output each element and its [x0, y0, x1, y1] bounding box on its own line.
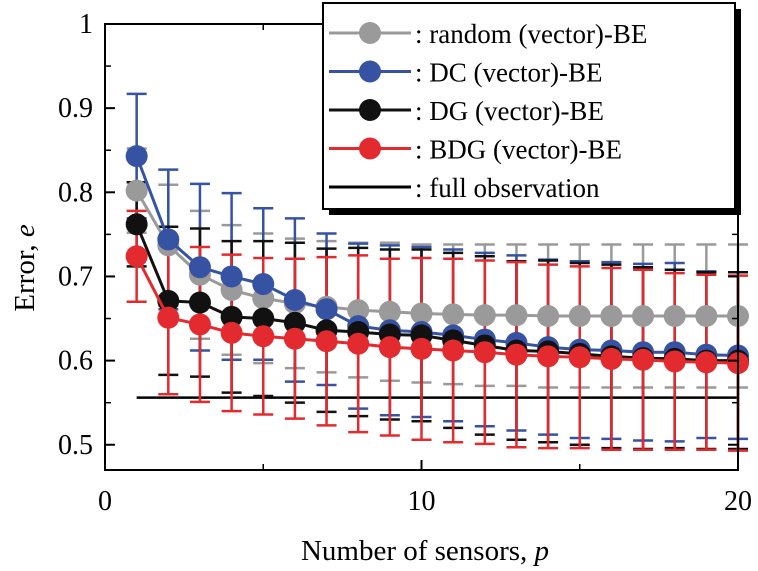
data-point	[473, 341, 496, 364]
data-point	[695, 351, 718, 374]
data-point	[600, 347, 623, 370]
data-point	[315, 330, 338, 353]
data-point	[505, 343, 528, 366]
y-tick-label: 0.6	[58, 346, 93, 377]
data-point	[410, 302, 433, 325]
data-point	[378, 300, 401, 323]
y-axis-label: Error, e	[9, 224, 41, 312]
data-point	[347, 299, 370, 322]
legend-box	[322, 2, 736, 210]
data-point	[125, 145, 148, 168]
y-tick-label: 0.8	[58, 177, 93, 208]
data-point	[378, 336, 401, 359]
data-point	[442, 303, 465, 326]
legend-label: : full observation	[415, 173, 600, 203]
data-point	[283, 311, 306, 334]
y-tick-label: 0.9	[58, 93, 93, 124]
data-point	[125, 213, 148, 236]
series-4-markers	[125, 245, 749, 375]
data-point	[695, 305, 718, 328]
data-point	[315, 298, 338, 321]
data-point	[410, 337, 433, 360]
legend-swatch-marker	[359, 137, 381, 160]
data-point	[663, 350, 686, 373]
data-point	[663, 305, 686, 328]
data-point	[157, 228, 180, 251]
legend: : random (vector)-BE : DC (vector)-BE : DG…	[322, 2, 741, 215]
series-3-markers	[125, 213, 749, 372]
data-point	[252, 307, 275, 330]
data-point	[283, 289, 306, 312]
x-axis-label: Number of sensors, p	[301, 535, 549, 567]
data-point	[188, 291, 211, 314]
data-point	[568, 305, 591, 328]
x-tick-label: 20	[724, 486, 752, 517]
y-tick-label: 0.7	[58, 261, 93, 292]
data-point	[632, 305, 655, 328]
legend-label: : random (vector)-BE	[415, 19, 647, 49]
data-point	[473, 304, 496, 327]
y-tick-label: 1	[79, 9, 93, 40]
legend-swatch-marker	[359, 22, 381, 44]
x-tick-label: 0	[98, 486, 112, 517]
data-point	[220, 321, 243, 344]
legend-label: : DC (vector)-BE	[415, 58, 602, 88]
data-point	[283, 327, 306, 350]
data-point	[600, 305, 623, 328]
data-point	[188, 313, 211, 336]
legend-swatch-marker	[359, 99, 381, 121]
series-layer	[125, 145, 749, 375]
legend-label: : BDG (vector)-BE	[415, 135, 622, 165]
data-point	[125, 245, 148, 268]
data-point	[252, 273, 275, 296]
data-point	[220, 265, 243, 288]
y-tick-label: 0.5	[58, 430, 93, 461]
data-point	[125, 179, 148, 202]
x-tick-label: 10	[408, 486, 436, 517]
data-point	[537, 305, 560, 328]
data-point	[568, 346, 591, 369]
data-point	[537, 345, 560, 368]
data-point	[252, 325, 275, 348]
data-point	[220, 305, 243, 328]
data-point	[632, 348, 655, 371]
data-point	[505, 304, 528, 327]
data-point	[347, 332, 370, 355]
data-point	[442, 339, 465, 362]
data-point	[188, 256, 211, 279]
data-point	[157, 306, 180, 329]
legend-label: : DG (vector)-BE	[415, 96, 604, 126]
legend-swatch-marker	[359, 60, 381, 83]
